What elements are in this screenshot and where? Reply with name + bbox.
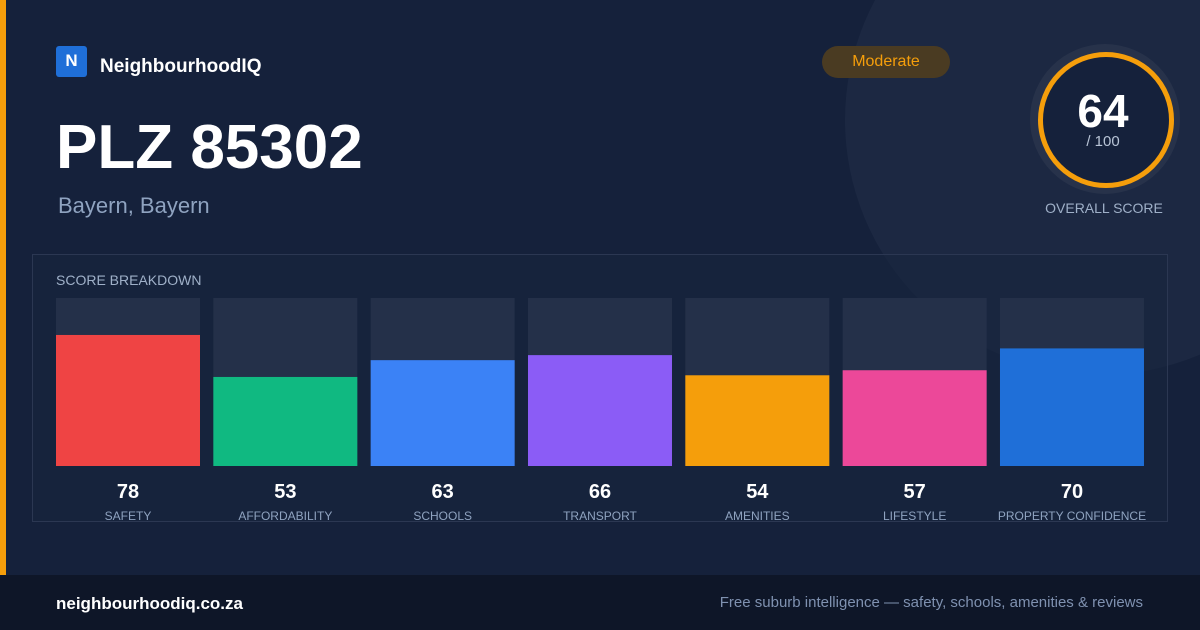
value-label: 57 [904, 481, 926, 503]
value-label: 66 [589, 481, 611, 503]
value-label: 63 [432, 481, 454, 503]
value-label: 78 [117, 481, 139, 503]
category-label: PROPERTY CONFIDENCE [998, 509, 1146, 523]
bar [842, 370, 987, 466]
chart-title: SCORE BREAKDOWN [56, 272, 201, 288]
category-label: AFFORDABILITY [238, 509, 332, 523]
category-label: AMENITIES [725, 509, 790, 523]
footer-tagline: Free suburb intelligence — safety, schoo… [719, 594, 1143, 611]
category-label: SCHOOLS [413, 509, 472, 523]
score-max: / 100 [1086, 133, 1120, 150]
footer-site: neighbourhoodiq.co.za [56, 594, 243, 613]
bar [213, 376, 358, 466]
bar [999, 348, 1144, 466]
footer [0, 575, 1200, 630]
category-label: SAFETY [105, 509, 152, 523]
chart: SCORE BREAKDOWN 78 SAFETY 53 AFFORDABILITY 6… [56, 272, 1146, 523]
value-label: 70 [1061, 481, 1083, 503]
bar [56, 334, 200, 466]
score-ring-inner [1038, 52, 1174, 188]
brand-name: NeighbourhoodIQ [100, 56, 262, 77]
bar [685, 375, 830, 466]
value-label: 53 [274, 481, 296, 503]
category-label: LIFESTYLE [883, 509, 946, 523]
score-label: OVERALL SCORE [1045, 200, 1163, 216]
bar [527, 355, 672, 466]
subtitle: Bayern, Bayern [58, 193, 210, 218]
title: PLZ 85302 [56, 113, 363, 182]
badge: Moderate [822, 46, 950, 78]
value-label: 54 [746, 481, 769, 503]
bar [370, 360, 515, 466]
accent-stripe [0, 0, 6, 575]
category-label: TRANSPORT [563, 509, 637, 523]
logo: N [56, 46, 87, 77]
overall-score: 64 [1077, 85, 1129, 137]
